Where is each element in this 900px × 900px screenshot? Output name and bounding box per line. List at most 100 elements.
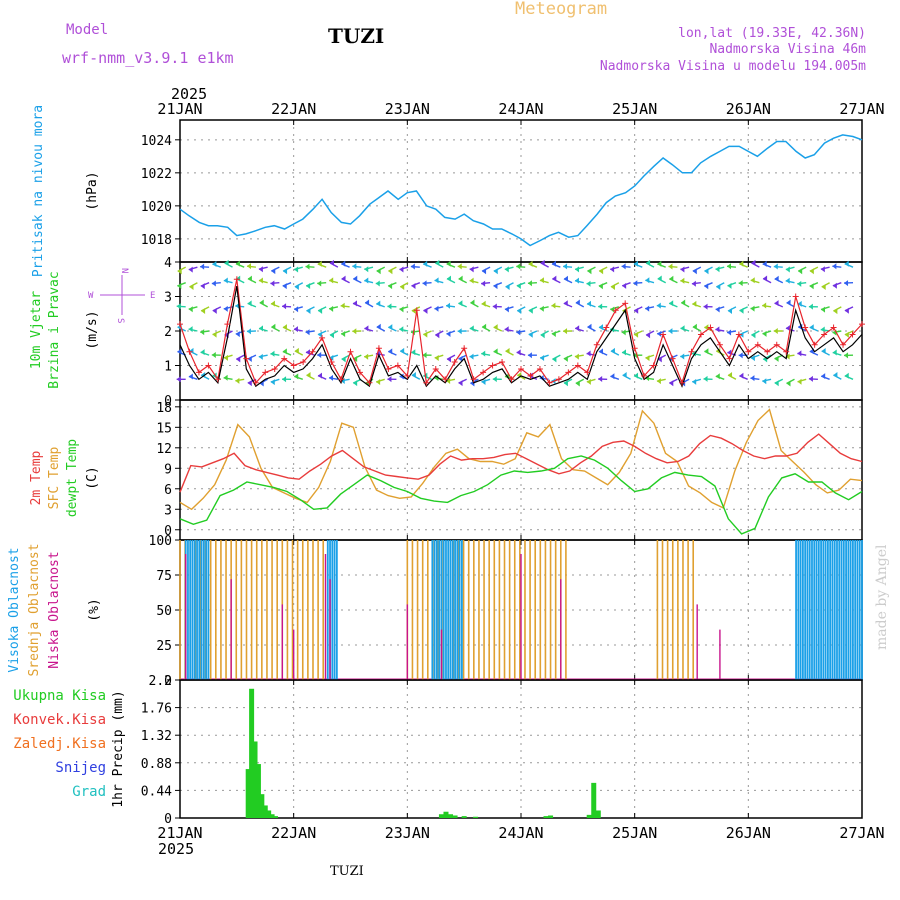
wind-arrow-head — [680, 277, 685, 284]
wind-gust-marker — [697, 331, 704, 338]
precip-ytick-label-2: 0.88 — [141, 757, 172, 772]
wind-arrow-head — [785, 353, 790, 360]
wind-arrow-head — [481, 300, 486, 307]
wind-arrow-head — [223, 374, 228, 381]
precip-ytick-label-1: 0.44 — [141, 784, 172, 799]
wind-arrow-head — [293, 326, 298, 333]
wind-gust-marker — [366, 379, 373, 386]
wind-arrow-head — [715, 373, 720, 380]
wind-arrow-head — [505, 284, 510, 291]
wind-arrow-head — [399, 373, 404, 380]
precip-legend-3: Snijeg — [55, 760, 106, 776]
wind-arrow-head — [574, 277, 579, 284]
wind-arrow-head — [353, 355, 358, 362]
temperature-ytick-label-2: 6 — [164, 483, 172, 498]
wind-gust-marker — [451, 359, 458, 366]
wind-gust-marker — [177, 321, 183, 328]
precip-unit: 1hr Precip (mm) — [111, 690, 126, 807]
wind-arrow-head — [329, 259, 334, 266]
model-name: wrf-nmm_v3.9.1 e1km — [62, 49, 234, 67]
wind-arrow-head — [329, 305, 334, 312]
wind-arrow-head — [773, 263, 778, 270]
wind-arrow-head — [469, 266, 474, 273]
wind-gust-marker — [470, 376, 477, 383]
wind-arrow-head — [188, 266, 193, 273]
wind-arrow-head — [235, 260, 240, 267]
wind-gust-marker — [830, 324, 837, 331]
wind-arrow-head — [492, 376, 497, 383]
wind-arrow-head — [411, 283, 416, 290]
wind-gust-marker — [584, 369, 591, 376]
wind-arrow-head — [762, 378, 767, 385]
wind-arrow-head — [833, 371, 838, 378]
wind-arrow-head — [786, 380, 791, 387]
wind-arrow-head — [329, 277, 334, 284]
wind-gust-marker — [536, 365, 543, 372]
wind-gust-marker — [461, 345, 468, 352]
wind-arrow-head — [704, 283, 709, 290]
wind-arrow-head — [832, 263, 837, 270]
precip-bar — [249, 688, 255, 818]
precip-legend-0: Ukupna Kisa — [13, 688, 106, 704]
wind-gust-marker — [688, 348, 695, 355]
wind-arrow-head — [328, 374, 333, 381]
wind-arrow-head — [680, 325, 685, 332]
wind-arrow-head — [821, 283, 826, 290]
wind-arrow-head — [844, 372, 849, 379]
wind-arrow-head — [247, 300, 252, 307]
pressure-ytick-label-0: 1018 — [141, 233, 172, 248]
wind-arrow-head — [715, 326, 720, 333]
precip-bar — [255, 764, 261, 818]
wind-gust-marker — [394, 362, 401, 369]
wind-arrow-head — [598, 303, 603, 310]
wind-arrow-head — [634, 307, 639, 314]
wind-arrow-head — [388, 268, 393, 275]
wind-arrow-head — [223, 277, 228, 284]
precip-bar — [473, 816, 479, 818]
wind-ytick-label-0: 0 — [164, 394, 172, 409]
precip-bar — [252, 741, 258, 818]
wind-arrow-head — [211, 351, 216, 358]
wind-arrow-head — [259, 380, 264, 387]
wind-arrow-head — [820, 266, 825, 273]
clouds-ytick-label-1: 25 — [156, 639, 172, 654]
wind-arrow-head — [551, 330, 556, 337]
wind-arrow-head — [364, 277, 369, 284]
wind-arrow-head — [469, 277, 474, 284]
precip-bar — [269, 814, 275, 818]
wind-arrow-head — [820, 326, 825, 333]
wind-arrow-head — [247, 275, 252, 282]
wind-arrow-head — [353, 380, 358, 387]
wind-gust-marker — [499, 359, 506, 366]
wind-arrow-head — [246, 263, 251, 270]
wind-arrow-head — [200, 263, 205, 270]
wind-arrow-head — [797, 378, 802, 385]
wind-arrow-head — [646, 332, 651, 339]
wind-gust-marker — [726, 355, 733, 362]
wind-arrow-head — [329, 332, 334, 339]
wind-arrow-head — [388, 348, 393, 355]
pressure-ylabel: Pritisak na nivou mora — [31, 105, 46, 277]
wind-arrow-head — [656, 378, 661, 385]
wind-arrow-head — [808, 303, 813, 310]
precip-bar — [245, 769, 251, 818]
wind-gust-marker — [669, 355, 676, 362]
top-xlabel-4: 25JAN — [612, 100, 657, 118]
wind-arrow-head — [762, 330, 767, 337]
wind-arrow-head — [504, 266, 509, 273]
wind-arrow-head — [482, 323, 487, 330]
compass-w: W — [88, 291, 94, 301]
wind-arrow-head — [716, 284, 721, 291]
wind-arrow-head — [656, 302, 661, 309]
wind-gust-marker — [186, 348, 193, 355]
wind-gust-marker — [660, 331, 667, 338]
pressure-ytick-label-2: 1022 — [141, 167, 172, 182]
wind-arrow-head — [739, 372, 744, 379]
wind-arrow-head — [540, 332, 545, 339]
wind-gust-marker — [821, 331, 828, 338]
pressure-panel: 1018 1020 1022 1024 Pritisak na nivou mora (h… — [31, 100, 885, 277]
wind-arrow-head — [457, 328, 462, 335]
wind-arrow-head — [352, 328, 357, 335]
wind-arrow-head — [447, 356, 452, 363]
wind-arrow-head — [704, 324, 709, 331]
